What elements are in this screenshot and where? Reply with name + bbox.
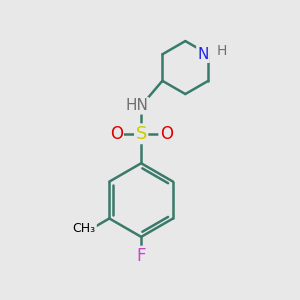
Text: N: N xyxy=(197,47,209,62)
Text: CH₃: CH₃ xyxy=(73,222,96,235)
Text: HN: HN xyxy=(125,98,148,113)
Text: F: F xyxy=(136,247,146,265)
Text: S: S xyxy=(136,125,147,143)
Text: O: O xyxy=(110,125,123,143)
Text: O: O xyxy=(160,125,173,143)
Text: H: H xyxy=(216,44,227,58)
